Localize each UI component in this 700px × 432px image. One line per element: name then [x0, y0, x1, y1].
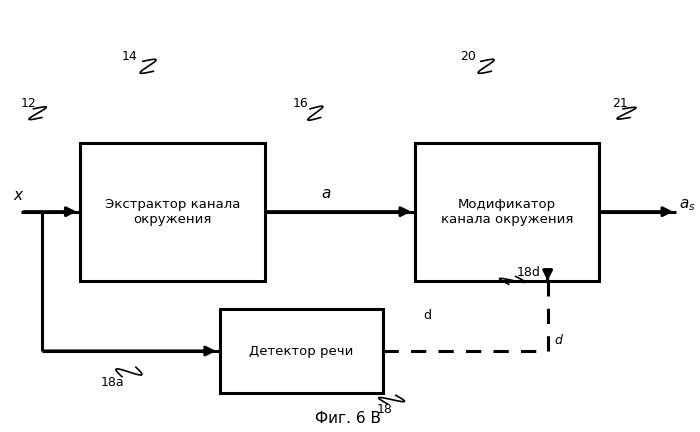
Bar [220, 309, 384, 393]
Text: Модификатор
канала окружения: Модификатор канала окружения [441, 198, 573, 226]
Text: d: d [554, 334, 563, 346]
Text: $a_s$: $a_s$ [680, 197, 696, 213]
Text: 18: 18 [377, 403, 392, 416]
Text: 16: 16 [293, 97, 309, 110]
Text: Детектор речи: Детектор речи [249, 344, 354, 358]
Text: 18a: 18a [101, 376, 125, 389]
Text: 12: 12 [21, 97, 36, 110]
Bar [414, 143, 599, 281]
Text: 18d: 18d [517, 266, 541, 279]
Text: Фиг. 6 B: Фиг. 6 B [316, 410, 382, 426]
Text: x: x [13, 188, 22, 203]
Text: Экстрактор канала
окружения: Экстрактор канала окружения [105, 198, 240, 226]
Bar [80, 143, 265, 281]
Text: d: d [424, 309, 432, 322]
Text: 14: 14 [122, 50, 138, 63]
Text: 20: 20 [460, 50, 476, 63]
Text: 21: 21 [612, 97, 628, 110]
Text: a: a [321, 186, 330, 201]
